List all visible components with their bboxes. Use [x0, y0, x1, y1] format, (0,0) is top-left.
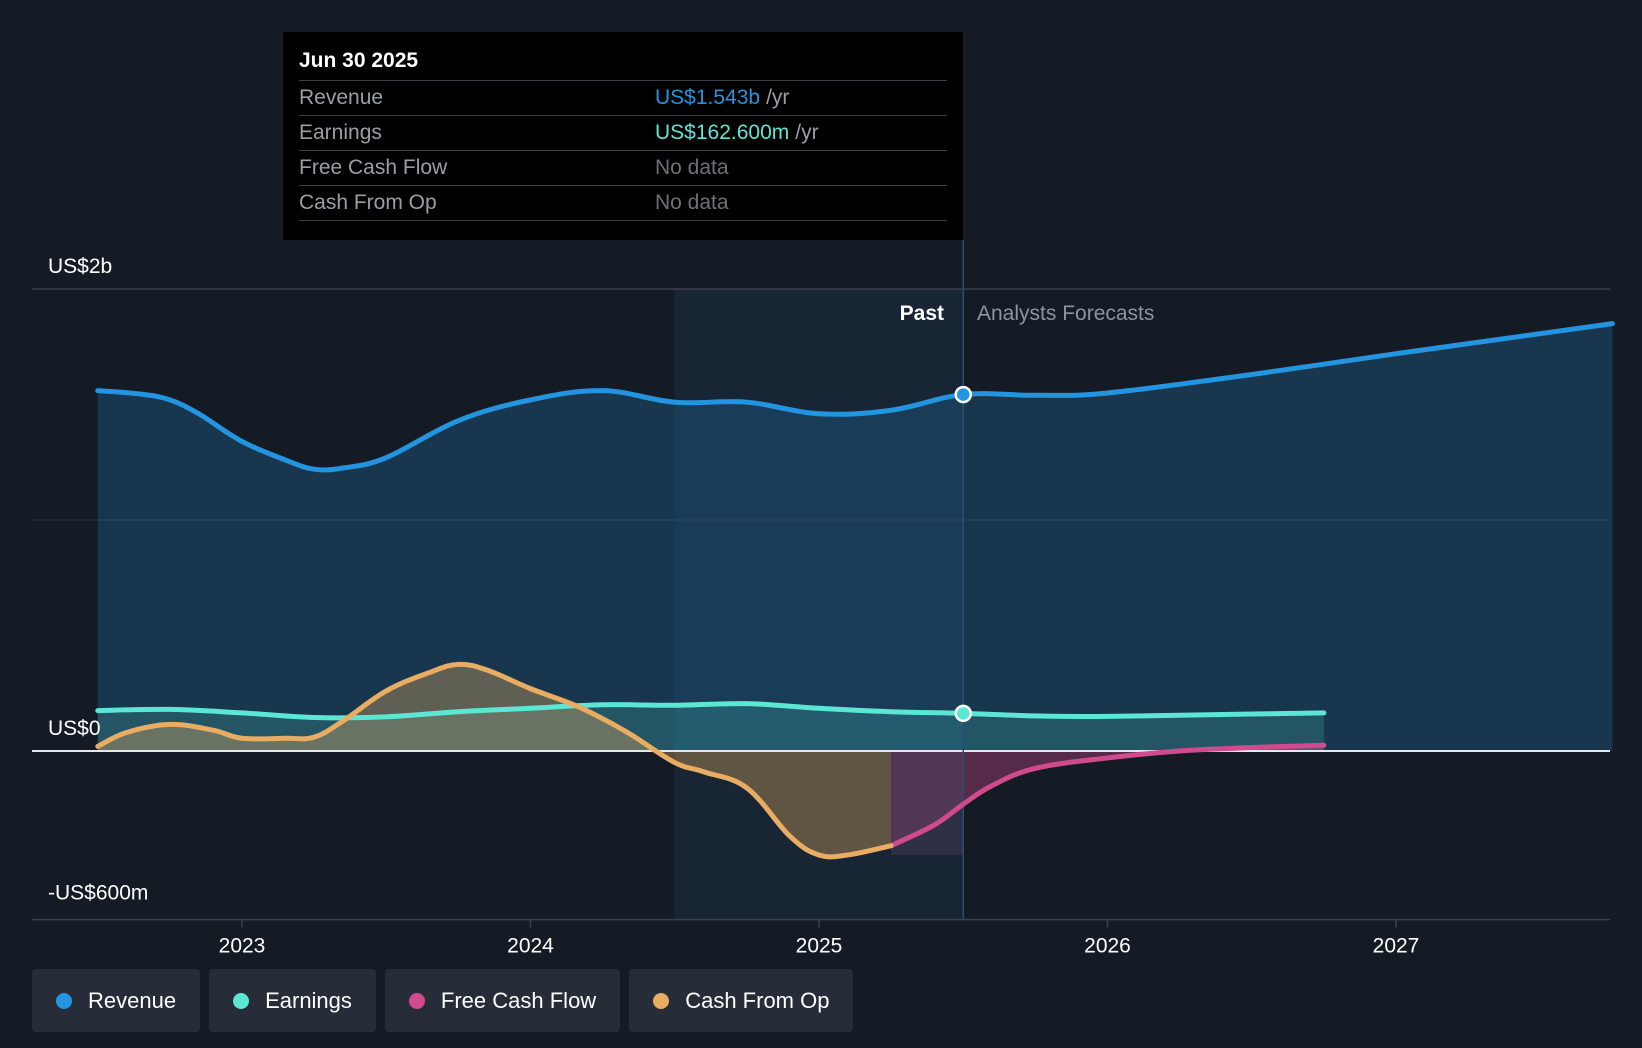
revenue-line [95, 321, 1615, 473]
past-label: Past [900, 302, 944, 325]
x-tick-label: 2024 [507, 935, 554, 958]
free-cash-flow-line [888, 742, 1327, 849]
free-cash-flow-dot-icon [408, 992, 425, 1009]
y-tick-label: US$2b [48, 255, 112, 278]
tooltip-row-revenue: Revenue US$1.543b /yr [299, 80, 947, 115]
free-cash-flow-area [891, 745, 1324, 846]
y-tick-label: -US$600m [48, 882, 148, 905]
tooltip-value: US$162.600m [655, 121, 790, 144]
legend-label: Revenue [88, 987, 177, 1013]
tooltip-label: Earnings [299, 121, 382, 144]
revenue-area [97, 323, 1613, 751]
tooltip-value: No data [655, 191, 729, 214]
revenue-dot-icon [56, 992, 72, 1009]
tooltip-row-fcf: Free Cash Flow No data [299, 150, 947, 185]
x-tick-label: 2023 [219, 935, 266, 958]
tooltip-value: No data [655, 156, 729, 179]
forecast-label: Analysts Forecasts [977, 302, 1154, 325]
earnings-marker[interactable] [954, 704, 972, 723]
legend-label: Cash From Op [685, 987, 830, 1013]
tooltip-row-earnings: Earnings US$162.600m /yr [299, 115, 947, 150]
tooltip-unit: /yr [766, 86, 790, 109]
cash-from-op-line [95, 661, 894, 860]
legend-item-revenue[interactable]: Revenue [32, 969, 201, 1032]
revenue-marker[interactable] [954, 385, 972, 404]
legend-label: Free Cash Flow [440, 987, 597, 1013]
earnings-dot-icon [233, 992, 250, 1009]
tooltip-label: Revenue [299, 86, 384, 109]
legend: Revenue Earnings Free Cash Flow Cash Fro… [32, 969, 854, 1032]
legend-item-free-cash-flow[interactable]: Free Cash Flow [384, 969, 621, 1032]
cash-from-op-area [97, 664, 892, 857]
legend-item-cash-from-op[interactable]: Cash From Op [629, 969, 854, 1032]
tooltip-label: Cash From Op [299, 191, 437, 214]
tooltip-label: Free Cash Flow [299, 156, 448, 179]
legend-label: Earnings [265, 987, 352, 1013]
cash-from-op-dot-icon [653, 992, 670, 1009]
x-tick-label: 2026 [1084, 935, 1131, 958]
y-tick-label: US$0 [48, 717, 101, 740]
earnings-line [95, 701, 1327, 721]
x-tick-label: 2027 [1373, 935, 1420, 958]
legend-item-earnings[interactable]: Earnings [209, 969, 376, 1032]
tooltip-row-cfo: Cash From Op No data [299, 185, 947, 221]
x-tick-label: 2025 [796, 935, 843, 958]
tooltip: Jun 30 2025 Revenue US$1.543b /yr Earnin… [283, 32, 963, 240]
tooltip-date: Jun 30 2025 [299, 49, 419, 72]
tooltip-value: US$1.543b [655, 86, 761, 109]
tooltip-unit: /yr [795, 121, 819, 144]
